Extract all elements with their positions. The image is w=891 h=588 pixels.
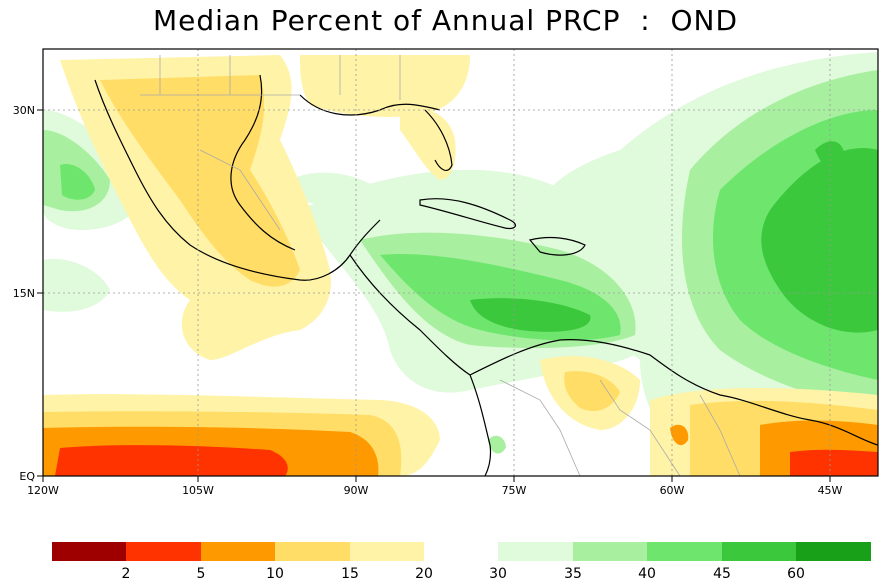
- gridlines: [43, 49, 878, 476]
- legend-swatch-wet-4: [722, 542, 796, 561]
- map-title: Median Percent of Annual PRCP : OND: [152, 4, 739, 37]
- lat-label-eq: EQ: [19, 470, 35, 483]
- legend-swatch-wet-1: [498, 542, 573, 561]
- wet-30-gulf: [290, 172, 380, 206]
- coastlines: [94, 74, 878, 476]
- wet-40-pacific-nw: [60, 164, 95, 200]
- legend-colorbar: [52, 542, 871, 561]
- wet-35-colombia-patch: [488, 435, 506, 454]
- legend-label-5: 5: [197, 566, 206, 582]
- legend-labels: 2 5 10 15 20 30 35 40 45 60: [122, 566, 805, 582]
- wet-45-atlantic: [761, 148, 878, 333]
- legend-label-45: 45: [713, 566, 731, 582]
- legend-swatch-wet-5: [796, 542, 871, 561]
- legend-swatch-dry-2: [126, 542, 201, 561]
- lat-label-30n: 30N: [13, 104, 35, 117]
- legend-label-30: 30: [489, 566, 507, 582]
- legend-swatch-dry-1: [52, 542, 126, 561]
- legend-label-35: 35: [564, 566, 582, 582]
- dry-20-florida: [400, 108, 456, 180]
- lon-label-75w: 75W: [502, 484, 527, 497]
- legend-label-60: 60: [787, 566, 805, 582]
- legend-label-40: 40: [638, 566, 656, 582]
- legend-swatch-dry-5: [350, 542, 424, 561]
- wet-30-pacific-mid: [43, 259, 110, 312]
- legend-swatch-wet-3: [647, 542, 722, 561]
- dry-5-pacific-band: [55, 445, 288, 476]
- political-borders: [140, 55, 741, 476]
- tick-marks: [37, 109, 831, 482]
- lat-label-15n: 15N: [13, 287, 35, 300]
- lon-label-60w: 60W: [660, 484, 685, 497]
- lon-labels: 120W 105W 90W 75W 60W 45W: [27, 484, 842, 497]
- dry-15-venezuela: [564, 371, 620, 412]
- lat-labels: 30N 15N EQ: [13, 104, 36, 483]
- dry-15-mexico: [100, 75, 300, 287]
- lon-label-120w: 120W: [27, 484, 59, 497]
- precip-field: [43, 49, 878, 476]
- dry-20-usa: [300, 55, 470, 117]
- dry-10-guiana-patch: [670, 424, 689, 446]
- legend-label-15: 15: [341, 566, 359, 582]
- legend-label-2: 2: [122, 566, 131, 582]
- lon-label-90w: 90W: [344, 484, 369, 497]
- legend-swatch-dry-3: [201, 542, 275, 561]
- lon-label-105w: 105W: [182, 484, 214, 497]
- lon-label-45w: 45W: [818, 484, 843, 497]
- map-frame: [42, 48, 879, 477]
- legend-label-20: 20: [415, 566, 433, 582]
- legend-swatch-wet-2: [573, 542, 647, 561]
- wet-45-caribbean: [470, 298, 591, 332]
- legend-label-10: 10: [266, 566, 284, 582]
- legend-swatch-dry-4: [275, 542, 350, 561]
- dry-5-east: [790, 449, 878, 476]
